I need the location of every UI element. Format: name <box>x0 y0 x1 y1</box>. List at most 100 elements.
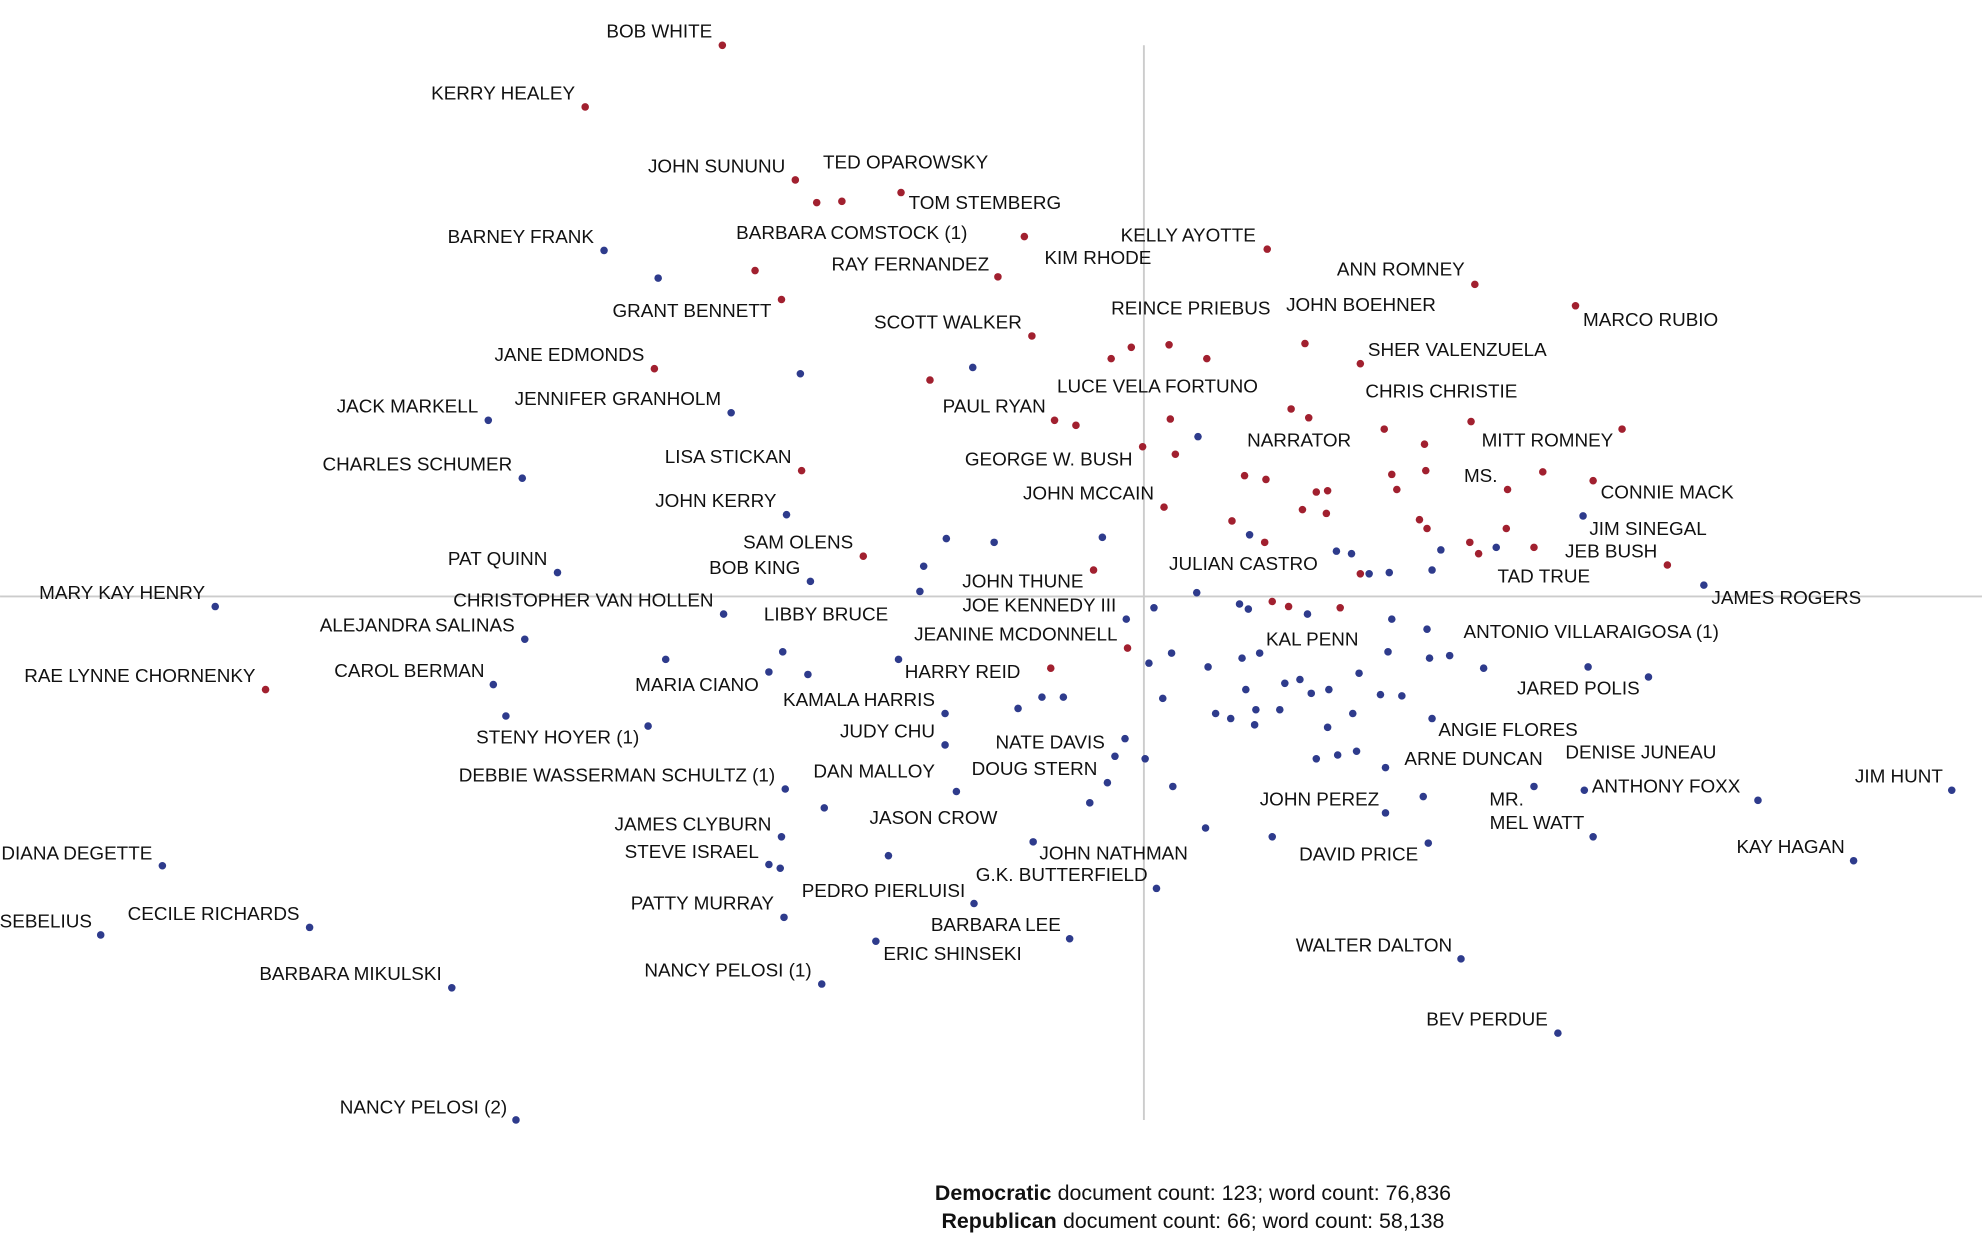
point <box>1479 664 1488 672</box>
point-label: MARY KAY HENRY <box>39 582 205 603</box>
point <box>1503 485 1512 494</box>
point <box>797 466 806 475</box>
point <box>1393 485 1401 494</box>
point-label: WALTER DALTON <box>1296 934 1452 955</box>
point-label: TOM STEMBERG <box>909 192 1062 213</box>
point <box>781 785 790 793</box>
point-label: NANCY PELOSI (1) <box>644 959 811 980</box>
point <box>1211 709 1220 718</box>
point <box>1141 755 1149 763</box>
point <box>489 680 498 689</box>
point-label: JACK MARKELL <box>337 396 479 417</box>
point-label: BARBARA MIKULSKI <box>259 963 441 984</box>
point <box>1467 417 1475 426</box>
point <box>897 188 905 197</box>
point-label: JOHN KERRY <box>655 490 777 511</box>
point-label: BARBARA LEE <box>931 914 1061 935</box>
point-label: BOB WHITE <box>606 21 712 42</box>
point <box>1415 515 1424 524</box>
point <box>1235 600 1244 608</box>
legend-name: Republican <box>941 1209 1056 1233</box>
point-label: KELLY AYOTTE <box>1121 225 1256 246</box>
point <box>1398 692 1406 700</box>
point-label: JAMES CLYBURN <box>615 813 772 834</box>
point <box>1276 705 1284 714</box>
point <box>600 246 608 255</box>
point <box>305 923 314 932</box>
point <box>1029 838 1037 846</box>
point <box>894 655 903 664</box>
point <box>1352 747 1361 756</box>
point-label: BEV PERDUE <box>1426 1009 1548 1030</box>
point-label: RAE LYNNE CHORNENKY <box>24 665 256 686</box>
point-label: PATTY MURRAY <box>631 893 775 914</box>
point-label: STENY HOYER (1) <box>476 727 639 748</box>
point <box>782 510 791 519</box>
point-label: PEDRO PIERLUISI <box>802 880 966 901</box>
point <box>1107 354 1115 363</box>
point <box>941 741 949 749</box>
point <box>1644 673 1653 681</box>
point <box>806 577 815 586</box>
point-label: MARIA CIANO <box>635 674 759 695</box>
point <box>1065 934 1074 943</box>
point <box>1492 543 1501 552</box>
point <box>1589 833 1597 841</box>
point <box>1356 359 1365 368</box>
point <box>1245 531 1254 539</box>
point <box>718 41 727 50</box>
point-label: MS. <box>1464 465 1498 486</box>
point <box>1332 547 1341 555</box>
point-label: NANCY PELOSI (2) <box>340 1097 507 1118</box>
point-label: LUCE VELA FORTUNO <box>1057 376 1258 397</box>
point <box>1089 566 1098 574</box>
point <box>1419 792 1428 801</box>
point <box>502 712 510 720</box>
point-label: TAD TRUE <box>1497 566 1590 587</box>
point <box>1284 602 1293 611</box>
point <box>1122 615 1131 623</box>
point <box>1584 663 1592 671</box>
point <box>484 416 493 425</box>
point <box>1312 488 1321 496</box>
point <box>1167 649 1176 657</box>
point <box>1165 341 1173 349</box>
point-label: LISA STICKAN <box>665 446 792 467</box>
point <box>261 685 270 694</box>
point-label: HARRY REID <box>905 661 1021 682</box>
point <box>1262 475 1270 484</box>
point <box>96 931 105 939</box>
point <box>1298 505 1307 514</box>
point <box>1250 721 1259 729</box>
point <box>553 568 562 577</box>
point <box>1228 517 1236 525</box>
point <box>1502 524 1511 533</box>
point <box>1445 651 1454 660</box>
point <box>1947 786 1956 795</box>
point-label: NATE DAVIS <box>996 732 1105 753</box>
point <box>1571 302 1580 310</box>
point <box>1849 856 1858 865</box>
point <box>1226 714 1235 723</box>
point <box>1038 693 1046 701</box>
point-label: KERRY HEALEY <box>431 82 575 103</box>
point-label: KIM RHODE <box>1044 247 1151 268</box>
point-label: TED OPAROWSKY <box>823 152 989 173</box>
point-label: JEB BUSH <box>1565 540 1657 561</box>
point <box>791 176 800 184</box>
point-label: REINCE PRIEBUS <box>1111 298 1270 319</box>
point <box>1530 543 1538 552</box>
point <box>796 369 805 378</box>
point <box>1014 704 1022 713</box>
point <box>1356 570 1365 578</box>
point <box>1380 425 1389 433</box>
points <box>96 41 1956 1124</box>
point-label: KAY HAGAN <box>1736 836 1844 857</box>
point <box>838 197 846 206</box>
point-label: JULIAN CASTRO <box>1169 553 1318 574</box>
point-label: RAY FERNANDEZ <box>832 253 990 274</box>
point <box>1579 512 1587 520</box>
point <box>1158 694 1167 703</box>
point <box>512 1116 520 1124</box>
point <box>1268 597 1277 606</box>
